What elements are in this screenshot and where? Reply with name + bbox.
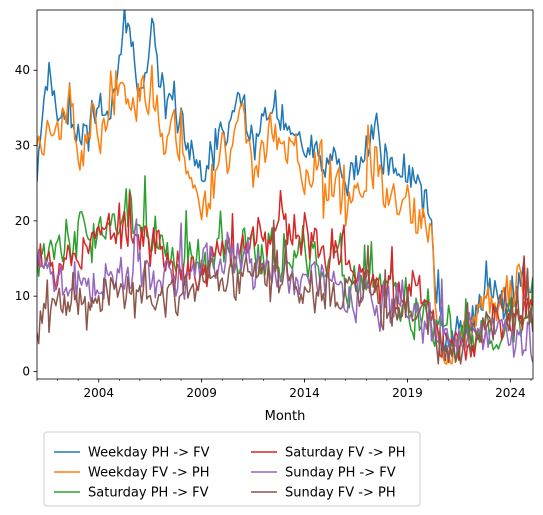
y-tick-label: 20: [15, 214, 30, 228]
legend-label-5: Sunday PH -> FV: [285, 466, 396, 481]
y-tick-label: 10: [15, 289, 30, 303]
y-tick-label: 0: [22, 364, 30, 378]
legend: Weekday PH -> FV Weekday FV -> PH Saturday…: [43, 431, 421, 507]
x-tick-label: 2024: [495, 386, 526, 400]
legend-box: [43, 431, 421, 507]
y-tick-label: 40: [15, 63, 30, 77]
x-axis-label: Month: [265, 409, 306, 424]
legend-label-3: Saturday PH -> FV: [88, 486, 209, 501]
x-tick-label: 2019: [392, 386, 423, 400]
x-tick-label: 2004: [83, 386, 114, 400]
legend-label-1: Weekday PH -> FV: [88, 446, 210, 461]
series-line-6: [37, 219, 533, 365]
x-tick-label: 2009: [186, 386, 217, 400]
plot-frame: [36, 9, 534, 380]
y-tick-label: 30: [15, 139, 30, 153]
y-axis: 0 10 20 30 40: [15, 63, 37, 378]
legend-label-6: Sunday FV -> PH: [285, 486, 396, 501]
legend-label-2: Weekday FV -> PH: [88, 466, 210, 481]
series-line-2: [37, 64, 533, 365]
x-axis: 2004 2009 2014 2019 2024: [36, 379, 532, 400]
series-lines: [37, 10, 533, 365]
legend-label-4: Saturday FV -> PH: [285, 446, 406, 461]
x-tick-label: 2014: [289, 386, 320, 400]
series-line-4: [37, 189, 533, 361]
